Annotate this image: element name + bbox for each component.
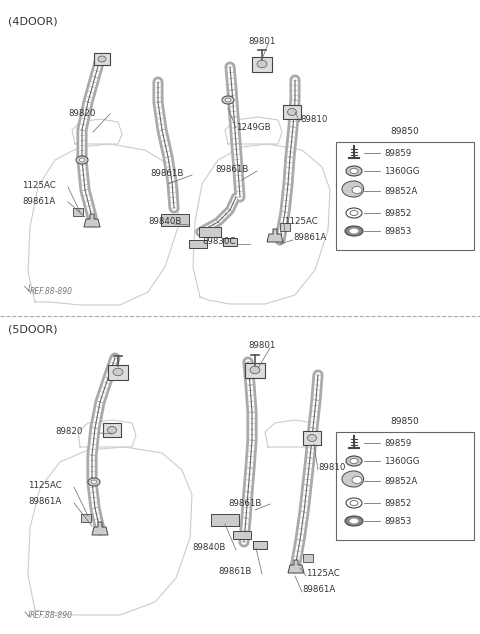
Ellipse shape <box>350 169 358 174</box>
Bar <box>73 208 83 216</box>
Text: 89859: 89859 <box>384 148 411 157</box>
Polygon shape <box>342 181 364 197</box>
Text: 89861B: 89861B <box>218 567 252 576</box>
Ellipse shape <box>346 166 362 176</box>
Text: 89810: 89810 <box>300 115 327 124</box>
Ellipse shape <box>76 156 88 164</box>
Bar <box>161 214 189 226</box>
Ellipse shape <box>350 210 358 216</box>
Text: 89820: 89820 <box>55 427 83 436</box>
Bar <box>253 541 267 549</box>
Bar <box>336 432 474 540</box>
Text: 1249GB: 1249GB <box>236 124 271 133</box>
Ellipse shape <box>288 108 297 115</box>
Bar <box>252 56 272 72</box>
Text: REF.88-890: REF.88-890 <box>30 287 73 297</box>
Ellipse shape <box>352 477 362 484</box>
Text: 89830C: 89830C <box>202 238 235 247</box>
Ellipse shape <box>350 458 358 463</box>
Text: 89810: 89810 <box>318 463 346 472</box>
Bar <box>245 363 265 377</box>
Ellipse shape <box>257 60 267 68</box>
Text: 1125AC: 1125AC <box>22 181 56 190</box>
Text: 89859: 89859 <box>384 439 411 448</box>
Ellipse shape <box>346 498 362 508</box>
Bar <box>303 431 321 445</box>
Text: (5DOOR): (5DOOR) <box>8 324 58 334</box>
Bar <box>233 531 251 539</box>
Ellipse shape <box>222 96 234 104</box>
Bar <box>81 514 91 522</box>
Bar <box>283 105 301 119</box>
Ellipse shape <box>346 208 362 218</box>
Bar <box>280 223 290 231</box>
Text: 89820: 89820 <box>68 110 96 119</box>
Text: 89861B: 89861B <box>228 498 262 507</box>
Text: 89840B: 89840B <box>192 543 226 552</box>
Text: 89801: 89801 <box>248 342 276 351</box>
Bar <box>189 240 207 248</box>
Bar <box>336 142 474 250</box>
Ellipse shape <box>79 158 85 162</box>
Text: 89852A: 89852A <box>384 477 417 486</box>
Ellipse shape <box>345 226 363 236</box>
Ellipse shape <box>113 368 123 376</box>
Text: 89853: 89853 <box>384 226 411 235</box>
Ellipse shape <box>349 228 359 233</box>
Text: 89861B: 89861B <box>150 169 183 179</box>
Text: 89861A: 89861A <box>28 498 61 507</box>
Text: 1360GG: 1360GG <box>384 167 420 176</box>
Bar <box>223 238 237 246</box>
Text: 89852A: 89852A <box>384 186 417 195</box>
Text: (4DOOR): (4DOOR) <box>8 16 58 26</box>
Bar <box>303 554 313 562</box>
Text: 1125AC: 1125AC <box>28 481 62 491</box>
Polygon shape <box>84 214 100 227</box>
Text: 89861A: 89861A <box>22 197 55 205</box>
Ellipse shape <box>346 456 362 466</box>
Ellipse shape <box>350 500 358 505</box>
Bar <box>199 227 221 237</box>
Ellipse shape <box>345 516 363 526</box>
Polygon shape <box>342 471 364 487</box>
Text: 89850: 89850 <box>391 127 420 136</box>
Bar <box>103 423 121 437</box>
Polygon shape <box>288 560 304 573</box>
Text: 89861A: 89861A <box>302 586 335 595</box>
Text: 89850: 89850 <box>391 417 420 426</box>
Text: 89861B: 89861B <box>215 165 248 174</box>
Text: 89852: 89852 <box>384 498 411 507</box>
Ellipse shape <box>250 366 260 374</box>
Ellipse shape <box>225 98 231 102</box>
Text: 89852: 89852 <box>384 209 411 217</box>
Polygon shape <box>267 229 283 242</box>
Text: REF.88-890: REF.88-890 <box>30 612 73 621</box>
Bar <box>94 53 110 65</box>
Text: 89861A: 89861A <box>293 233 326 242</box>
Text: 89840B: 89840B <box>148 217 181 226</box>
Ellipse shape <box>349 519 359 524</box>
Ellipse shape <box>98 56 106 62</box>
Bar <box>108 365 128 380</box>
Text: 1125AC: 1125AC <box>306 569 340 578</box>
Ellipse shape <box>108 427 117 434</box>
Ellipse shape <box>88 478 100 486</box>
Text: 89853: 89853 <box>384 517 411 526</box>
Ellipse shape <box>308 434 316 441</box>
Ellipse shape <box>91 480 97 484</box>
Text: 89801: 89801 <box>248 37 276 46</box>
Ellipse shape <box>352 186 362 193</box>
Bar <box>211 514 239 526</box>
Text: 1360GG: 1360GG <box>384 456 420 465</box>
Polygon shape <box>92 522 108 535</box>
Text: 1125AC: 1125AC <box>284 217 318 226</box>
